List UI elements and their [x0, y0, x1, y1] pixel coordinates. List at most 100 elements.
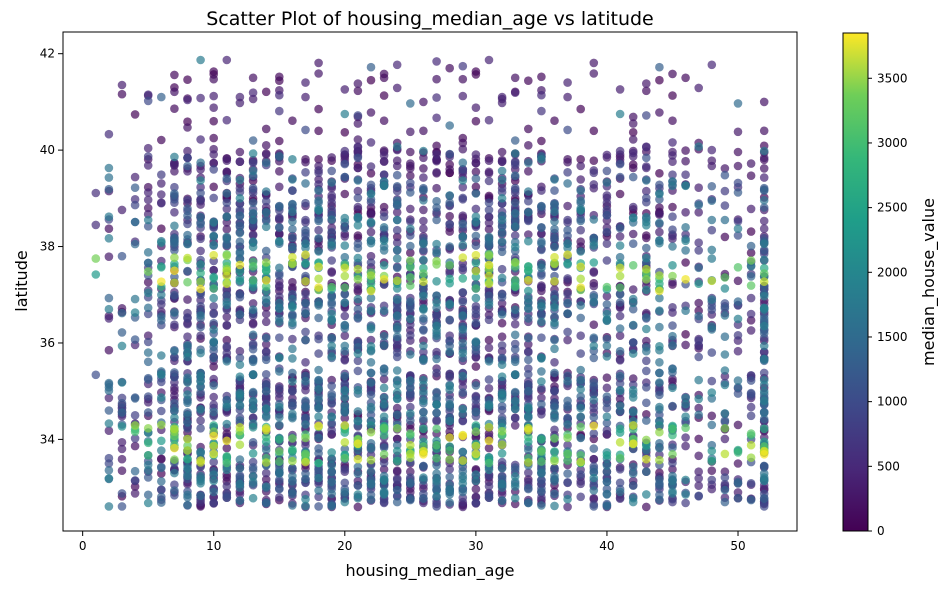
scatter-point: [248, 215, 258, 225]
scatter-point: [222, 458, 232, 468]
scatter-point: [576, 161, 585, 171]
scatter-point: [432, 196, 441, 206]
y-tick-label: 42: [40, 47, 55, 61]
scatter-point: [655, 286, 664, 296]
scatter-point: [248, 231, 258, 240]
scatter-point: [104, 163, 114, 173]
scatter-point: [681, 275, 690, 284]
scatter-point: [143, 195, 153, 205]
scatter-point: [170, 320, 179, 330]
scatter-point: [510, 183, 520, 193]
scatter-point: [209, 392, 218, 402]
scatter-point: [668, 489, 677, 498]
scatter-point: [419, 216, 428, 226]
scatter-point: [576, 155, 585, 164]
scatter-point: [143, 466, 153, 475]
scatter-point: [327, 467, 337, 477]
scatter-point: [248, 449, 258, 458]
scatter-point: [563, 456, 572, 465]
scatter-point: [655, 402, 664, 412]
scatter-point: [589, 69, 599, 78]
scatter-point: [235, 388, 245, 398]
scatter-point: [406, 281, 415, 290]
scatter-point: [143, 258, 153, 268]
scatter-point: [471, 212, 481, 221]
scatter-point: [668, 116, 677, 125]
scatter-point: [222, 402, 232, 412]
scatter-point: [275, 402, 284, 412]
scatter-point: [183, 253, 192, 263]
scatter-point: [694, 246, 703, 255]
scatter-point: [209, 441, 218, 451]
scatter-point: [746, 453, 756, 463]
scatter-point: [104, 293, 114, 303]
scatter-point: [471, 258, 481, 268]
scatter-point: [563, 298, 572, 308]
scatter-point: [143, 408, 153, 417]
scatter-point: [432, 277, 441, 286]
scatter-point: [576, 313, 585, 323]
scatter-point: [353, 439, 363, 449]
scatter-point: [366, 293, 376, 303]
scatter-point: [235, 346, 245, 356]
scatter-point: [615, 252, 625, 262]
scatter-point: [707, 305, 717, 315]
scatter-point: [104, 212, 114, 221]
scatter-point: [615, 401, 625, 410]
scatter-point: [288, 471, 297, 481]
scatter-point: [406, 231, 415, 240]
scatter-point: [524, 124, 533, 134]
scatter-point: [130, 434, 140, 443]
scatter-point: [366, 108, 376, 117]
scatter-point: [327, 448, 337, 457]
scatter-point: [288, 252, 297, 262]
scatter-point: [340, 465, 350, 474]
y-axis-label: latitude: [12, 250, 31, 311]
scatter-point: [117, 308, 127, 318]
scatter-point: [340, 128, 350, 137]
scatter-point: [602, 398, 612, 408]
scatter-point: [746, 293, 756, 303]
scatter-point: [655, 495, 664, 505]
scatter-point: [314, 155, 323, 164]
scatter-point: [471, 266, 481, 276]
scatter-point: [379, 181, 389, 191]
scatter-point: [419, 375, 428, 385]
scatter-point: [589, 473, 599, 483]
scatter-point: [432, 168, 441, 177]
scatter-point: [589, 502, 599, 511]
scatter-point: [655, 227, 664, 237]
scatter-point: [209, 232, 218, 241]
scatter-point: [720, 350, 730, 359]
scatter-point: [183, 314, 192, 323]
scatter-point: [563, 125, 572, 135]
scatter-point: [248, 438, 258, 447]
scatter-point: [642, 416, 651, 425]
scatter-point: [563, 478, 572, 487]
scatter-point: [668, 321, 677, 330]
scatter-point: [615, 453, 625, 463]
scatter-point: [602, 191, 612, 200]
scatter-point: [589, 395, 599, 405]
scatter-point: [301, 298, 310, 308]
scatter-point: [759, 173, 769, 182]
scatter-point: [655, 455, 664, 465]
scatter-point: [222, 174, 232, 183]
scatter-point: [130, 217, 140, 227]
scatter-point: [628, 407, 638, 416]
scatter-point: [759, 355, 769, 365]
scatter-point: [130, 308, 140, 317]
scatter-point: [379, 374, 389, 384]
scatter-point: [484, 300, 494, 310]
scatter-point: [209, 302, 218, 311]
scatter-point: [445, 63, 455, 73]
scatter-point: [510, 282, 520, 291]
scatter-point: [668, 364, 677, 374]
scatter-point: [694, 83, 703, 93]
scatter-point: [615, 424, 625, 434]
scatter-point: [720, 485, 730, 495]
scatter-point: [720, 215, 730, 225]
scatter-point: [759, 502, 769, 511]
scatter-point: [419, 153, 428, 163]
scatter-point: [720, 170, 730, 180]
